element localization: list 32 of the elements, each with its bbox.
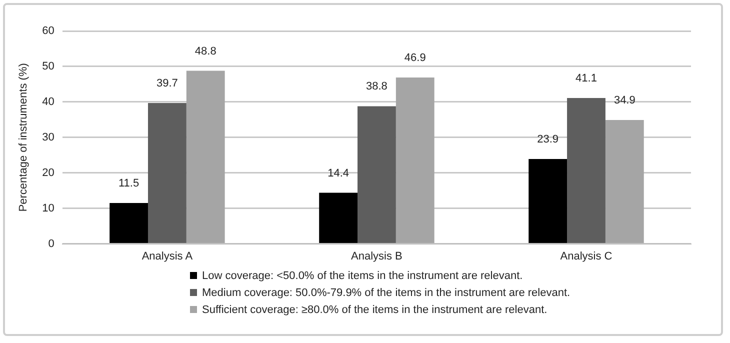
data-label: 38.8	[366, 80, 388, 93]
data-label: 14.4	[328, 167, 350, 180]
bar	[319, 192, 358, 244]
data-label: 11.5	[118, 178, 140, 190]
legend-label: Low coverage: <50.0% of the items in the instrument are relevant.	[202, 270, 523, 282]
legend-label: Sufficient coverage: ≥80.0% of the items in the instrument are relevant.	[202, 304, 548, 316]
y-tick-label: 30	[42, 131, 54, 144]
bar	[567, 98, 606, 244]
bar	[528, 159, 568, 244]
legend-label: Medium coverage: 50.0%-79.9% of the items in the instrument are relevant.	[202, 286, 570, 298]
y-tick-label: 0	[48, 238, 54, 250]
y-tick-label: 60	[42, 25, 54, 38]
y-tick-label: 10	[42, 202, 54, 214]
data-label: 48.8	[194, 45, 216, 58]
data-label: 46.9	[404, 52, 426, 64]
bar	[396, 77, 434, 244]
y-tick-label: 40	[42, 96, 54, 108]
data-label: 34.9	[614, 94, 636, 107]
y-axis-title: Percentage of instruments (%)	[18, 63, 30, 212]
bar	[358, 106, 396, 244]
bar	[110, 203, 148, 244]
bar	[605, 120, 644, 244]
data-label: 23.9	[537, 134, 559, 146]
bar	[148, 103, 186, 244]
bar	[186, 70, 225, 244]
y-tick-label: 20	[42, 166, 54, 179]
x-tick-label: Analysis A	[142, 250, 194, 262]
data-label: 39.7	[156, 78, 178, 90]
y-tick-label: 50	[42, 60, 54, 72]
x-tick-label: Analysis C	[560, 250, 612, 262]
x-tick-label: Analysis B	[351, 250, 402, 262]
data-label: 41.1	[576, 72, 597, 85]
